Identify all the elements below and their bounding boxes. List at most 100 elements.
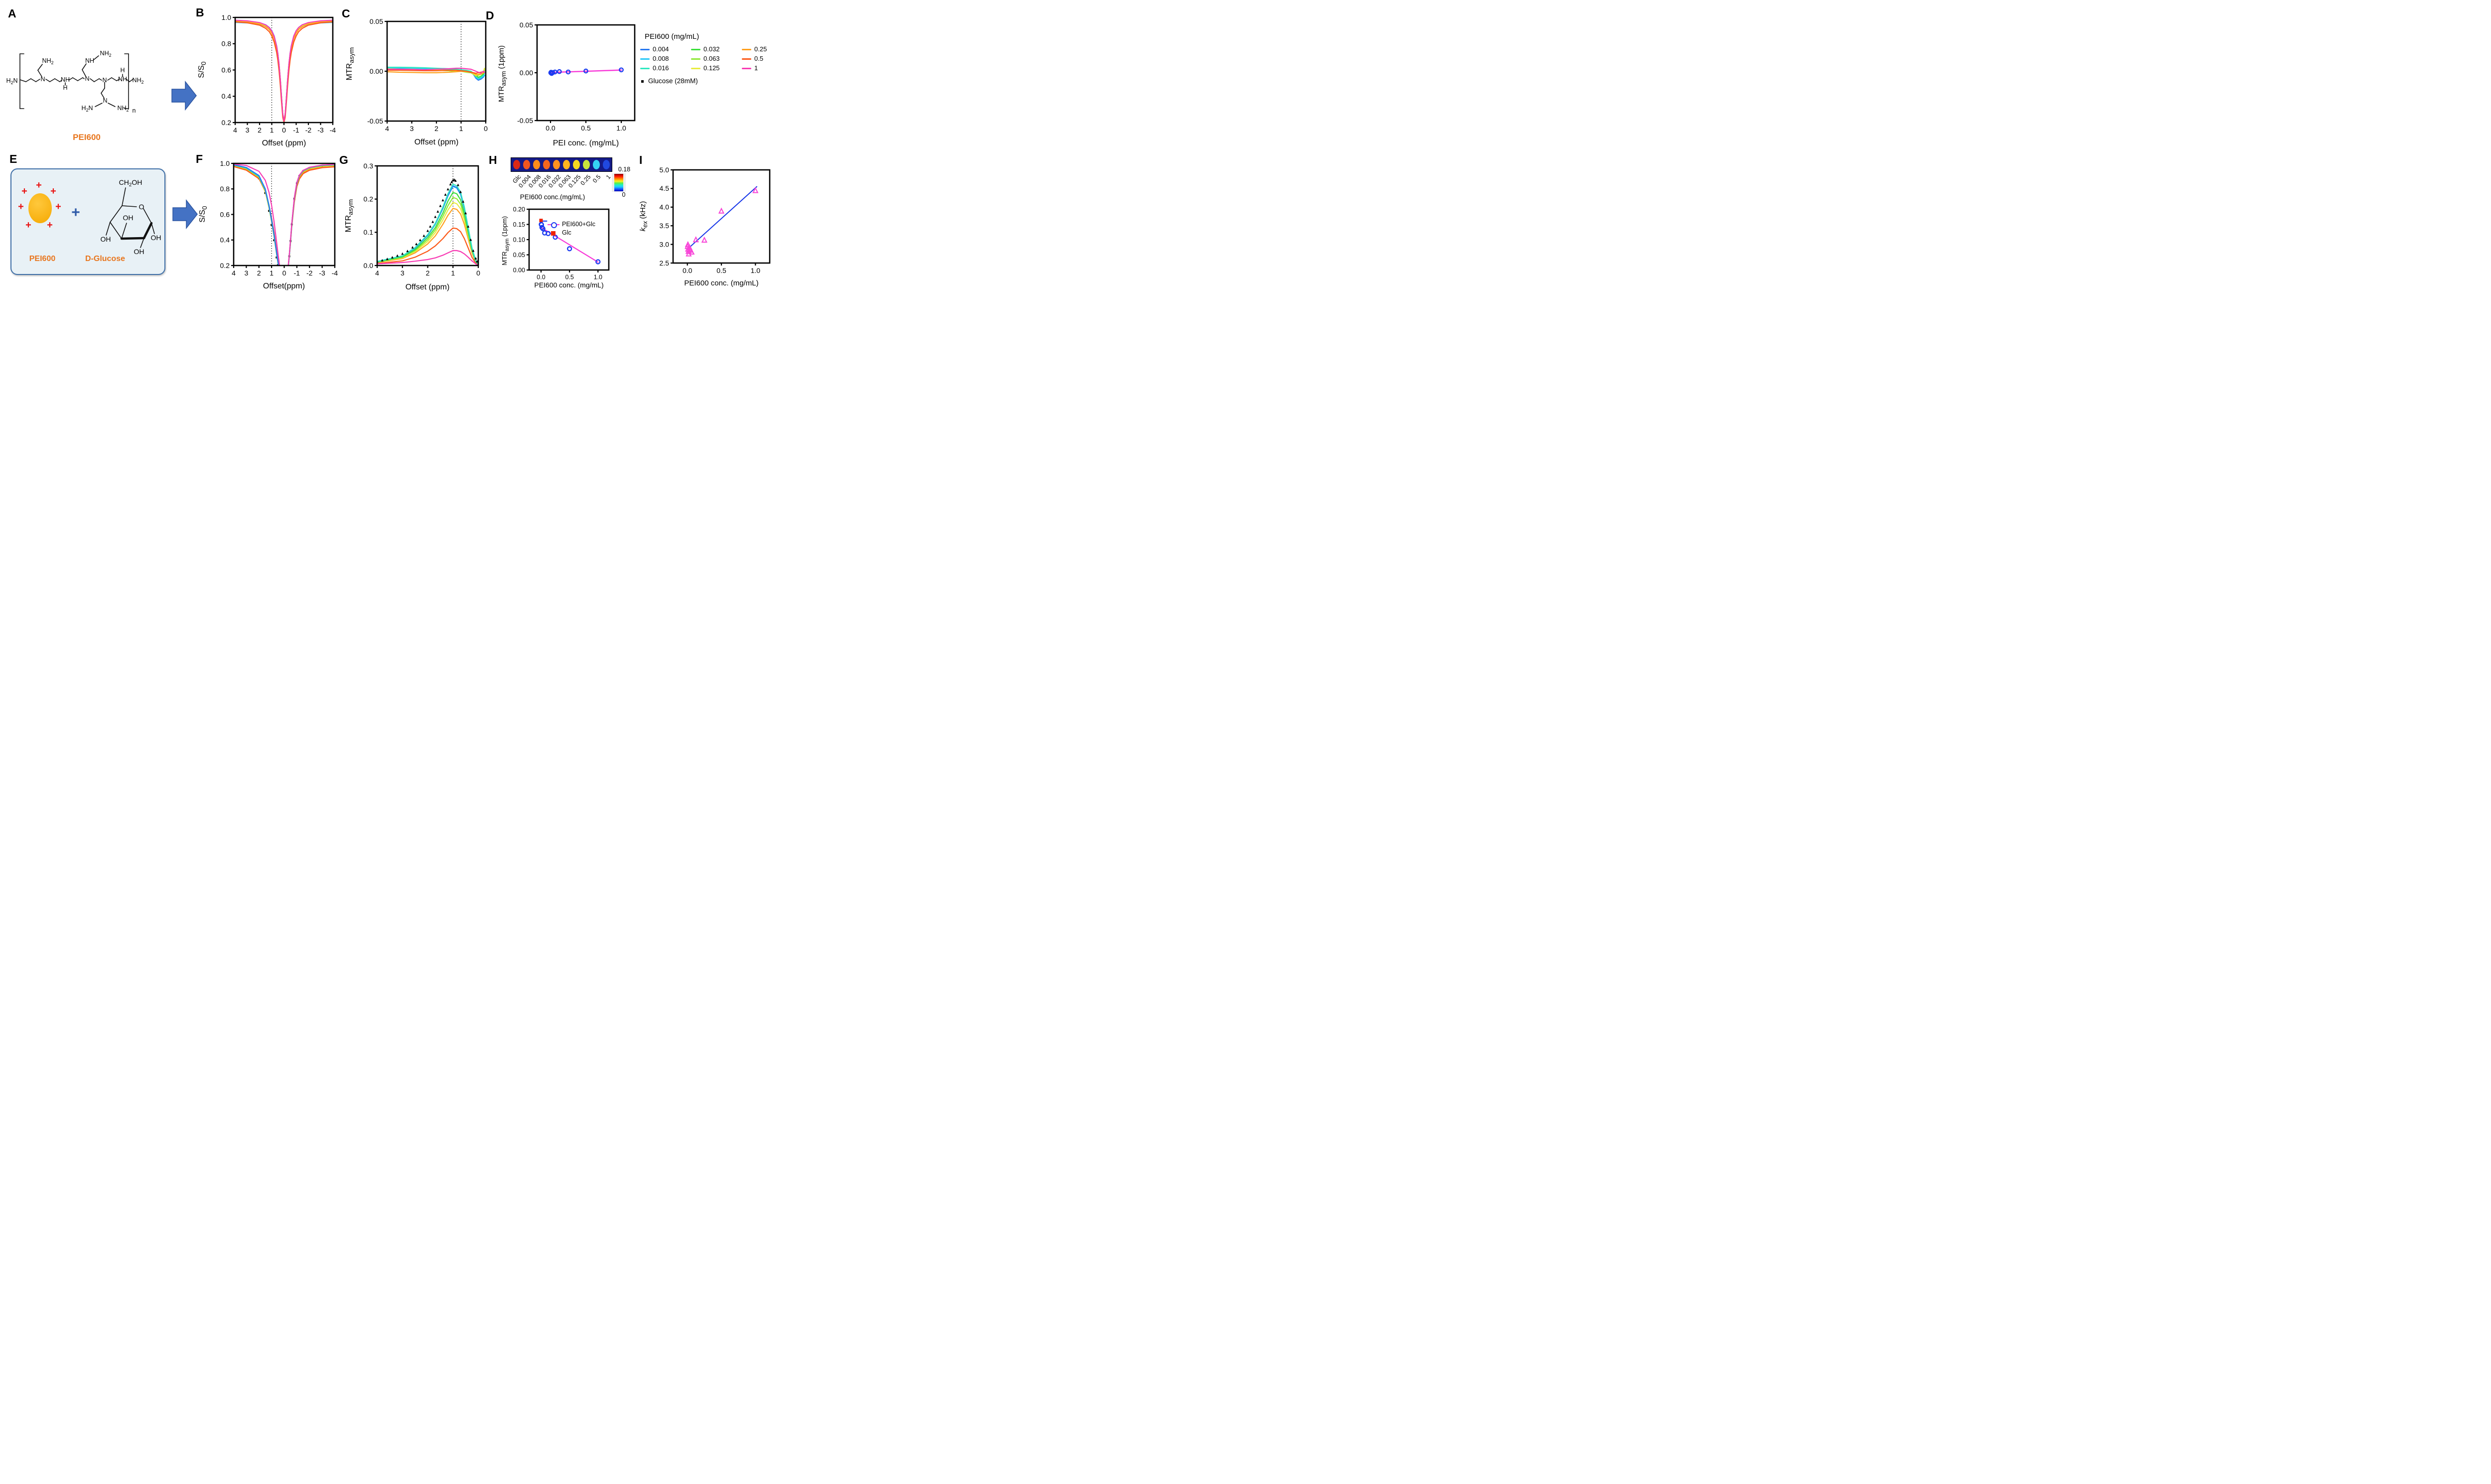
svg-text:NH2​: NH2​	[42, 57, 54, 65]
cest-map-phantom-strip	[511, 157, 612, 172]
svg-text:2: 2	[426, 269, 430, 277]
svg-text:-0.05: -0.05	[367, 117, 383, 125]
g-y-axis-title: MTRasym	[344, 199, 355, 233]
legend-entry: 0.032	[691, 45, 720, 53]
legend-color-swatch	[691, 68, 700, 70]
panel-label-h: H	[489, 153, 497, 166]
phantom-ellipse	[543, 160, 550, 169]
svg-text:NH: NH	[118, 76, 127, 83]
svg-text:3: 3	[410, 125, 414, 133]
svg-text:2: 2	[434, 125, 438, 133]
pei600-sphere	[28, 193, 52, 223]
glucose-square-marker-icon	[641, 80, 644, 83]
svg-text:3: 3	[246, 126, 250, 134]
legend-entry: 0.063	[691, 55, 720, 62]
legend-color-swatch	[742, 58, 751, 60]
svg-text:0.0: 0.0	[364, 262, 374, 270]
svg-text:1: 1	[459, 125, 463, 133]
h-plot-legend: PEI600+Glc Glc	[548, 221, 595, 237]
h-legend-item-glc: Glc	[548, 229, 595, 236]
svg-text:NH: NH	[85, 57, 94, 64]
svg-text:NH2​: NH2​	[118, 105, 129, 113]
svg-text:NH: NH	[61, 76, 70, 83]
svg-text:0.0: 0.0	[537, 274, 545, 281]
legend-color-swatch	[640, 58, 650, 60]
legend-color-swatch	[691, 49, 700, 51]
charge-plus-icon: +	[18, 201, 24, 212]
pei600-caption: PEI600	[73, 133, 101, 142]
svg-text:4: 4	[232, 269, 236, 277]
svg-text:-3: -3	[319, 269, 325, 277]
svg-text:NH2​: NH2​	[100, 50, 112, 58]
plus-sign: +	[71, 204, 80, 221]
svg-text:-1: -1	[293, 126, 299, 134]
chart-f-zspectrum-glc: 4 3 2 1 0 -1 -2 -3 -4 0.2 0.4 0.6 0.8 1.0	[220, 159, 338, 277]
svg-text:OH: OH	[123, 214, 134, 222]
svg-text:4: 4	[385, 125, 389, 133]
svg-text:0.1: 0.1	[364, 228, 374, 236]
svg-text:1: 1	[270, 126, 274, 134]
svg-text:0.05: 0.05	[520, 21, 533, 29]
svg-text:0: 0	[484, 125, 488, 133]
legend-title: PEI600 (mg/mL)	[645, 32, 699, 41]
svg-text:1.0: 1.0	[751, 267, 761, 274]
chart-h-mtr-vs-conc-glc: 0.0 0.5 1.0 0.00 0.05 0.10 0.15 0.20	[513, 206, 610, 281]
phantom-ellipse	[573, 160, 580, 169]
svg-text:1.0: 1.0	[594, 274, 602, 281]
svg-text:-0.05: -0.05	[517, 117, 533, 125]
svg-text:3: 3	[244, 269, 248, 277]
d-x-axis-title: PEI conc. (mg/mL)	[553, 139, 619, 147]
legend-entry: 0.5	[742, 55, 763, 62]
panel-label-a: A	[8, 7, 16, 20]
svg-text:n: n	[133, 107, 136, 114]
svg-text:0.6: 0.6	[222, 66, 232, 74]
svg-text:-2: -2	[305, 126, 312, 134]
svg-text:H2​N: H2​N	[82, 105, 93, 113]
legend-entry: 0.016	[640, 64, 669, 72]
svg-text:-4: -4	[332, 269, 338, 277]
i-y-axis-title: kex (kHz)	[639, 201, 649, 232]
svg-text:2: 2	[257, 269, 261, 277]
colorbar-gradient	[614, 174, 623, 191]
h-y-axis-title: MTRasym (1ppm)	[501, 216, 510, 266]
svg-text:-1: -1	[294, 269, 300, 277]
legend-entry: 0.125	[691, 64, 720, 72]
phantom-ellipse	[533, 160, 540, 169]
chart-c-mtrasym: 4 3 2 1 0 0.05 0.00 -0.05	[367, 17, 488, 133]
svg-text:0: 0	[282, 126, 286, 134]
svg-text:2.5: 2.5	[660, 259, 670, 267]
svg-text:0.2: 0.2	[364, 195, 374, 203]
svg-text:0.05: 0.05	[513, 252, 525, 259]
svg-text:-3: -3	[317, 126, 324, 134]
panel-label-i: I	[639, 153, 643, 166]
charge-plus-icon: +	[50, 186, 56, 197]
svg-text:1: 1	[270, 269, 274, 277]
circle-line-marker-icon	[548, 222, 559, 228]
svg-text:4.5: 4.5	[660, 184, 670, 192]
f-x-axis-title: Offset(ppm)	[263, 282, 305, 290]
svg-text:N: N	[85, 75, 89, 82]
svg-text:1.0: 1.0	[616, 124, 626, 132]
svg-text:OH: OH	[101, 235, 111, 243]
svg-text:NH2​: NH2​	[133, 77, 144, 85]
c-x-axis-title: Offset (ppm)	[414, 138, 459, 146]
svg-text:N: N	[40, 76, 45, 83]
svg-text:0.3: 0.3	[364, 162, 374, 170]
colorbar-min-label: 0	[622, 191, 626, 198]
svg-text:1: 1	[451, 269, 455, 277]
legend-glucose-item: Glucose (28mM)	[641, 77, 790, 85]
phantom-ellipse	[583, 160, 590, 169]
svg-text:CH2​OH: CH2​OH	[119, 178, 142, 188]
phantom-ellipse	[593, 160, 600, 169]
legend-entry: 0.25	[742, 45, 767, 53]
d-y-axis-title: MTRasym (1ppm)	[497, 45, 507, 103]
d-glucose-label: D-Glucose	[85, 255, 125, 263]
svg-text:3.5: 3.5	[660, 222, 670, 230]
f-y-axis-title: S/S0	[198, 206, 209, 223]
svg-text:0: 0	[282, 269, 286, 277]
legend-color-swatch	[742, 68, 751, 70]
svg-text:0.20: 0.20	[513, 206, 525, 213]
arrow-right-icon	[172, 199, 198, 230]
b-x-axis-title: Offset (ppm)	[262, 139, 306, 147]
